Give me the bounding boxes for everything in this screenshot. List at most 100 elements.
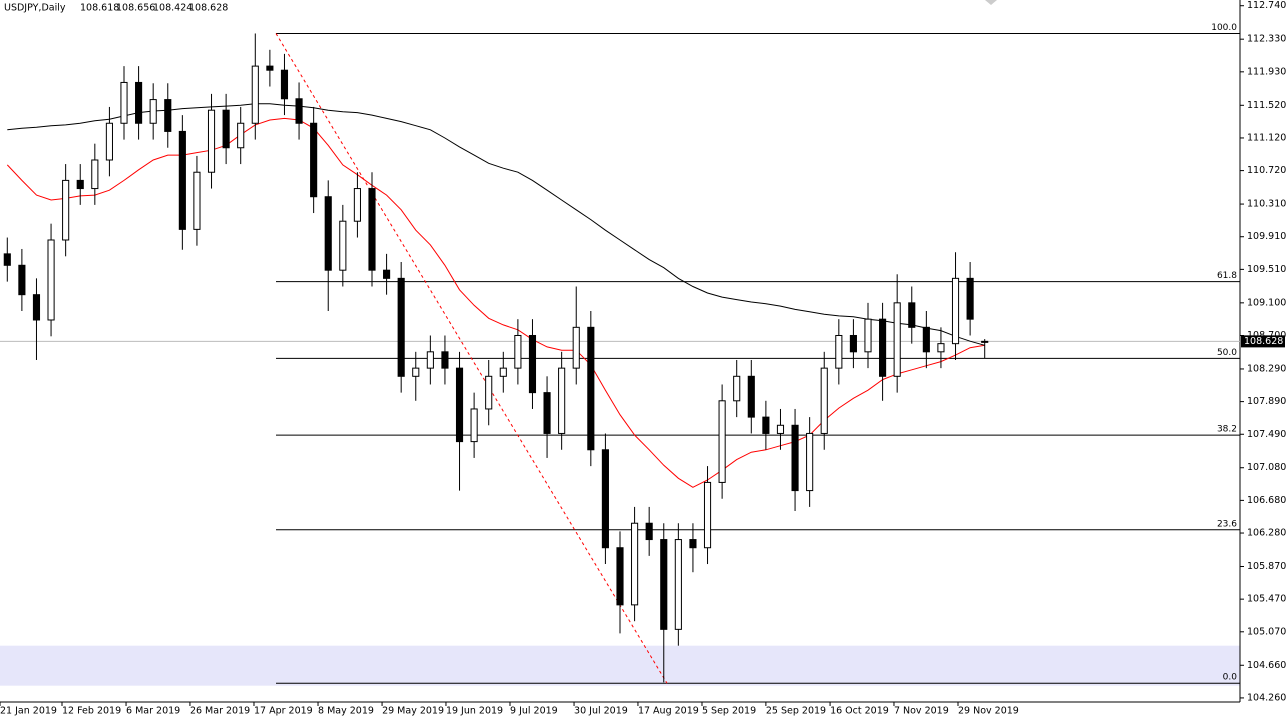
candle-body: [747, 375, 755, 418]
y-tick-label: 109.510: [1247, 264, 1286, 275]
current-price-label: 108.628: [1244, 336, 1283, 347]
candle-body: [470, 408, 478, 443]
candle-body: [222, 109, 230, 149]
x-tick-label: 21 Jan 2019: [0, 706, 57, 717]
candle-body: [135, 81, 143, 124]
candle-body: [864, 318, 872, 353]
candle-body: [441, 351, 449, 369]
header-close: 108.628: [189, 3, 228, 14]
y-tick-label: 108.290: [1247, 363, 1286, 374]
candle-body: [426, 351, 434, 369]
y-tick-label: 112.330: [1247, 34, 1286, 45]
y-tick-label: 104.660: [1247, 660, 1286, 671]
fib-label: 61.8: [1217, 271, 1237, 281]
candle-body: [266, 65, 274, 71]
trend-line: [275, 33, 668, 684]
header-open: 108.618: [80, 3, 119, 14]
candle-body: [601, 449, 609, 549]
y-tick-label: 104.260: [1247, 692, 1286, 703]
zone-layer: [0, 645, 1240, 686]
candle-body: [149, 99, 157, 124]
x-tick-label: 9 Jul 2019: [510, 706, 558, 717]
scroll-marker: [985, 0, 997, 5]
candle-body: [776, 424, 785, 434]
y-tick-label: 111.520: [1247, 100, 1286, 111]
y-tick-label: 107.490: [1247, 429, 1286, 440]
candle-body: [762, 416, 770, 434]
x-tick-label: 8 May 2019: [318, 706, 374, 717]
candle-body: [689, 539, 697, 549]
x-tick-label: 12 Feb 2019: [62, 706, 121, 717]
header-high: 108.656: [116, 3, 155, 14]
candle-body: [339, 220, 347, 271]
y-tick-label: 107.890: [1247, 396, 1286, 407]
support-zone: [0, 645, 1240, 686]
candle-body: [937, 343, 945, 353]
candle-body: [908, 302, 916, 328]
candle-body: [703, 481, 712, 549]
x-tick-label: 7 Nov 2019: [894, 706, 949, 717]
fib-label: 100.0: [1211, 23, 1237, 33]
candle-body: [674, 539, 682, 630]
candle-body: [368, 188, 376, 271]
candle-body: [528, 334, 537, 394]
y-tick-label: 110.720: [1247, 165, 1286, 176]
candle-body: [91, 159, 99, 190]
candle-body: [237, 122, 245, 149]
y-tick-label: 107.080: [1247, 462, 1286, 473]
candle-body: [47, 239, 55, 321]
chart-title: USDJPY,Daily: [4, 3, 66, 14]
fib-label: 0.0: [1223, 673, 1238, 683]
candle-body: [951, 277, 960, 345]
y-tick-label: 111.930: [1247, 66, 1286, 77]
y-tick-label: 106.280: [1247, 528, 1286, 539]
x-tick-label: 29 Nov 2019: [958, 706, 1019, 717]
fib-label: 23.6: [1217, 519, 1237, 529]
x-tick-label: 5 Sep 2019: [702, 706, 756, 717]
candle-body: [922, 326, 930, 353]
candle-body: [733, 375, 741, 402]
y-tick-label: 110.310: [1247, 199, 1286, 210]
candle-body: [3, 253, 11, 266]
candle-body: [62, 179, 70, 241]
candle-body: [879, 318, 887, 377]
candle-body: [499, 367, 507, 377]
current-price-box: [1241, 335, 1285, 348]
y-tick-label: 105.070: [1247, 626, 1286, 637]
x-tick-label: 16 Oct 2019: [830, 706, 889, 717]
candle-body: [105, 122, 113, 161]
fib-label: 50.0: [1217, 348, 1237, 358]
candle-body: [514, 334, 522, 369]
candle-body: [412, 367, 420, 377]
candle-body: [295, 98, 303, 124]
candle-body: [485, 375, 493, 410]
candle-body: [383, 269, 391, 279]
y-tick-label: 109.910: [1247, 231, 1286, 242]
candle-body: [251, 65, 259, 124]
candle-body: [558, 367, 566, 434]
x-tick-label: 6 Mar 2019: [126, 706, 180, 717]
y-tick-label: 106.680: [1247, 495, 1286, 506]
candle-body: [718, 400, 726, 483]
candle-body: [18, 264, 26, 296]
header-low: 108.424: [153, 3, 192, 14]
candle-body: [893, 302, 901, 377]
y-tick-label: 105.470: [1247, 594, 1286, 605]
candle-body: [587, 326, 595, 451]
candle-body: [120, 81, 128, 124]
candle-body: [455, 367, 464, 443]
candle-body: [806, 432, 814, 492]
candle-body: [791, 424, 799, 492]
x-tick-label: 29 May 2019: [382, 706, 444, 717]
x-tick-label: 19 Jun 2019: [446, 706, 503, 717]
candle-body: [543, 392, 551, 434]
candle-body: [572, 326, 580, 369]
candle-body: [207, 109, 216, 173]
candle-body: [280, 69, 289, 100]
x-tick-label: 30 Jul 2019: [574, 706, 628, 717]
x-tick-label: 25 Sep 2019: [766, 706, 826, 717]
x-tick-label: 17 Aug 2019: [638, 706, 699, 717]
candle-body: [164, 99, 172, 132]
candle-body: [324, 196, 332, 271]
candle-body: [616, 547, 624, 606]
